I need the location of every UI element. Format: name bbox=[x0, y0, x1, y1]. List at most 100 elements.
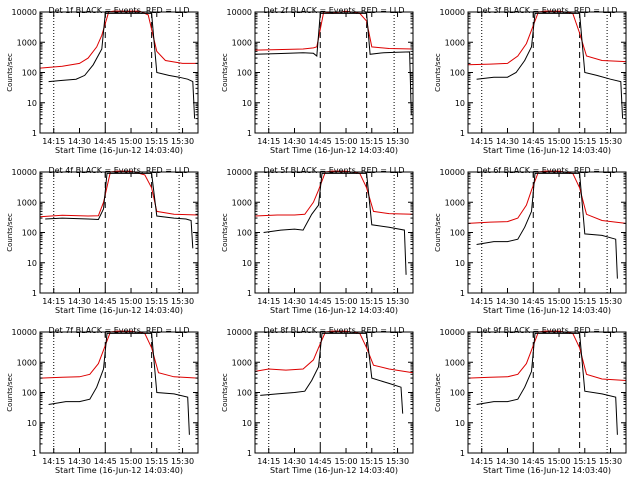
detector-panel-3: 1 10 100 1000 10000 14:15 14:30 14:45 15:00 15:15… bbox=[434, 6, 627, 155]
x-tick-label: 15:00 bbox=[119, 137, 142, 146]
y-tick-label: 10000 bbox=[12, 328, 37, 337]
y-tick-label: 10000 bbox=[440, 8, 465, 17]
detector-panel-5: 1 10 100 1000 10000 14:15 14:30 14:45 15:00 15:15… bbox=[221, 166, 414, 315]
lld-series-line bbox=[40, 170, 198, 218]
detector-panel-7: 1 10 100 1000 10000 14:15 14:30 14:45 15:00 15:15… bbox=[6, 326, 199, 475]
x-tick-label: 15:30 bbox=[171, 457, 194, 466]
x-tick-label: 15:00 bbox=[119, 457, 142, 466]
plot-frame bbox=[39, 331, 199, 454]
x-axis-label: Start Time (16-Jun-12 14:03:40) bbox=[270, 146, 398, 155]
panel-title: Det 7f BLACK = Events, RED = LLD bbox=[48, 326, 189, 335]
y-tick-label: 1 bbox=[32, 449, 37, 458]
x-tick-label: 14:45 bbox=[309, 297, 332, 306]
x-tick-label: 15:00 bbox=[334, 297, 357, 306]
lld-series-line bbox=[468, 170, 626, 224]
y-tick-label: 1000 bbox=[17, 198, 37, 207]
lld-series-line bbox=[255, 10, 413, 51]
y-tick-label: 1 bbox=[460, 289, 465, 298]
x-tick-label: 15:00 bbox=[547, 297, 570, 306]
x-axis-label: Start Time (16-Jun-12 14:03:40) bbox=[270, 466, 398, 475]
panel-title: Det 3f BLACK = Events, RED = LLD bbox=[476, 6, 617, 15]
x-tick-label: 15:30 bbox=[599, 137, 622, 146]
x-tick-label: 15:15 bbox=[360, 457, 383, 466]
y-tick-label: 1 bbox=[247, 129, 252, 138]
x-tick-label: 15:00 bbox=[334, 457, 357, 466]
y-tick-label: 1000 bbox=[232, 358, 252, 367]
x-tick-label: 14:30 bbox=[283, 137, 306, 146]
x-tick-label: 15:00 bbox=[547, 137, 570, 146]
panel-title: Det 4f BLACK = Events, RED = LLD bbox=[48, 166, 189, 175]
y-tick-label: 1000 bbox=[17, 38, 37, 47]
y-tick-label: 100 bbox=[22, 229, 37, 238]
x-tick-label: 14:15 bbox=[257, 297, 280, 306]
plot-frame bbox=[254, 11, 414, 134]
x-tick-label: 15:15 bbox=[145, 457, 168, 466]
x-tick-label: 15:00 bbox=[119, 297, 142, 306]
events-series-line bbox=[476, 332, 618, 435]
y-tick-label: 1000 bbox=[17, 358, 37, 367]
x-tick-label: 15:15 bbox=[145, 137, 168, 146]
x-tick-label: 14:15 bbox=[470, 297, 493, 306]
y-tick-label: 100 bbox=[22, 389, 37, 398]
y-tick-label: 10 bbox=[455, 99, 465, 108]
x-tick-label: 14:30 bbox=[68, 137, 91, 146]
detector-panel-4: 1 10 100 1000 10000 14:15 14:30 14:45 15:00 15:15… bbox=[6, 166, 199, 315]
x-tick-label: 14:15 bbox=[470, 137, 493, 146]
y-tick-label: 1 bbox=[247, 289, 252, 298]
y-axis-label: Counts/sec bbox=[434, 213, 442, 252]
y-tick-label: 100 bbox=[237, 229, 252, 238]
x-axis-label: Start Time (16-Jun-12 14:03:40) bbox=[483, 466, 611, 475]
events-series-line bbox=[476, 172, 618, 279]
lld-series-line bbox=[468, 10, 626, 66]
panel-title: Det 5f BLACK = Events, RED = LLD bbox=[263, 166, 404, 175]
y-tick-label: 1000 bbox=[445, 198, 465, 207]
x-tick-label: 15:30 bbox=[386, 137, 409, 146]
x-tick-label: 14:45 bbox=[94, 457, 117, 466]
x-tick-label: 14:15 bbox=[470, 457, 493, 466]
y-axis-label: Counts/sec bbox=[221, 213, 229, 252]
x-tick-label: 15:30 bbox=[599, 297, 622, 306]
events-series-line bbox=[255, 12, 412, 115]
y-tick-label: 10000 bbox=[12, 8, 37, 17]
x-tick-label: 14:30 bbox=[283, 457, 306, 466]
y-tick-label: 1000 bbox=[232, 198, 252, 207]
y-axis-label: Counts/sec bbox=[221, 53, 229, 92]
detector-panel-2: 1 10 100 1000 10000 14:15 14:30 14:45 15:00 15:15… bbox=[221, 6, 414, 155]
detector-panel-9: 1 10 100 1000 10000 14:15 14:30 14:45 15:00 15:15… bbox=[434, 326, 627, 475]
y-tick-label: 1000 bbox=[445, 358, 465, 367]
detector-panel-8: 1 10 100 1000 10000 14:15 14:30 14:45 15:00 15:15… bbox=[221, 326, 414, 475]
x-tick-label: 14:45 bbox=[309, 137, 332, 146]
y-axis-label: Counts/sec bbox=[6, 53, 14, 92]
events-series-line bbox=[260, 332, 404, 414]
x-axis-label: Start Time (16-Jun-12 14:03:40) bbox=[55, 146, 183, 155]
y-axis-label: Counts/sec bbox=[6, 373, 14, 412]
x-tick-label: 14:45 bbox=[94, 297, 117, 306]
plot-frame bbox=[39, 171, 199, 294]
x-axis-label: Start Time (16-Jun-12 14:03:40) bbox=[270, 306, 398, 315]
plot-frame bbox=[467, 171, 627, 294]
y-tick-label: 100 bbox=[450, 69, 465, 78]
x-tick-label: 14:30 bbox=[283, 297, 306, 306]
lld-series-line bbox=[40, 330, 198, 379]
y-tick-label: 10000 bbox=[227, 168, 252, 177]
y-axis-label: Counts/sec bbox=[221, 373, 229, 412]
x-tick-label: 14:45 bbox=[522, 137, 545, 146]
x-tick-label: 15:15 bbox=[360, 137, 383, 146]
y-tick-label: 1 bbox=[460, 449, 465, 458]
y-tick-label: 10 bbox=[27, 419, 37, 428]
y-tick-label: 1000 bbox=[445, 38, 465, 47]
x-tick-label: 14:30 bbox=[68, 457, 91, 466]
panel-title: Det 6f BLACK = Events, RED = LLD bbox=[476, 166, 617, 175]
x-tick-label: 14:45 bbox=[522, 297, 545, 306]
events-series-line bbox=[476, 12, 624, 119]
y-tick-label: 1 bbox=[247, 449, 252, 458]
y-tick-label: 10000 bbox=[227, 8, 252, 17]
panel-title: Det 9f BLACK = Events, RED = LLD bbox=[476, 326, 617, 335]
y-tick-label: 1 bbox=[32, 129, 37, 138]
x-axis-label: Start Time (16-Jun-12 14:03:40) bbox=[55, 466, 183, 475]
y-tick-label: 100 bbox=[237, 69, 252, 78]
x-axis-label: Start Time (16-Jun-12 14:03:40) bbox=[55, 306, 183, 315]
lld-series-line bbox=[468, 330, 626, 381]
x-tick-label: 14:45 bbox=[309, 457, 332, 466]
